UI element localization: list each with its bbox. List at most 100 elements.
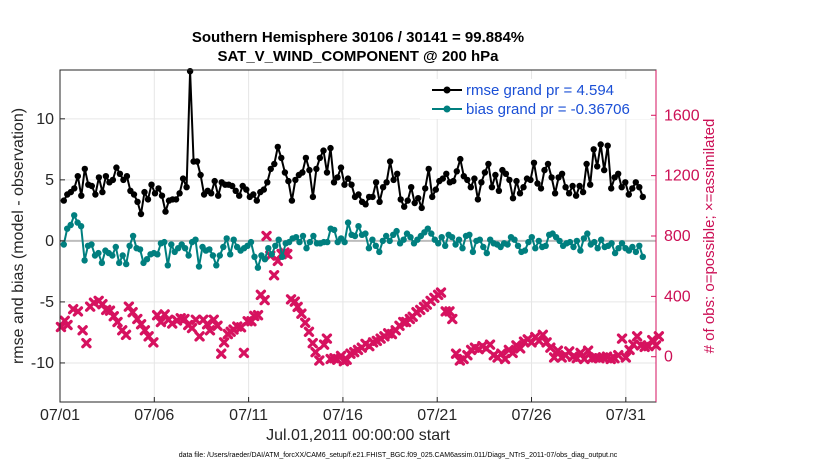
rmse-point: [604, 142, 611, 149]
obs-marker-stroke: [631, 331, 643, 342]
rmse-point: [193, 158, 201, 165]
rmse-point: [260, 186, 267, 193]
rmse-point: [520, 184, 527, 191]
bias-point: [594, 245, 601, 252]
bias-point: [324, 238, 331, 246]
bias-point: [351, 232, 359, 240]
obs-assimilated-marker: [151, 310, 163, 321]
rmse-point: [467, 184, 474, 191]
obs-marker-stroke: [190, 314, 201, 325]
obs-marker-stroke: [303, 326, 315, 338]
bias-point: [220, 243, 227, 251]
rmse-point: [334, 174, 341, 181]
obs-assimilated-marker: [194, 331, 205, 342]
obs-assimilated-marker: [548, 352, 560, 363]
rmse-point: [99, 188, 106, 196]
bias-point: [119, 252, 126, 259]
legend: rmse grand pr = 4.594 bias grand pr = -0…: [420, 79, 650, 119]
bias-point: [428, 230, 435, 237]
obs-assimilated-marker: [575, 347, 586, 359]
bias-point: [275, 236, 282, 243]
bias-point: [95, 249, 102, 257]
rmse-point: [208, 190, 215, 197]
obs-marker-stroke: [628, 339, 639, 350]
rmse-point: [250, 191, 257, 198]
bias-point: [459, 245, 466, 252]
obs-marker-stroke: [132, 313, 143, 325]
bias-point: [164, 262, 171, 269]
bias-point: [67, 221, 74, 229]
obs-assimilated-marker: [620, 352, 632, 363]
rmse-point: [394, 170, 401, 177]
obs-marker-stroke: [135, 319, 147, 330]
rmse-point: [299, 169, 306, 176]
bias-point: [254, 264, 262, 271]
bias-point: [168, 241, 175, 248]
obs-assimilated-marker: [447, 313, 458, 325]
obs-marker-stroke: [179, 313, 190, 325]
rmse-point: [485, 160, 492, 168]
x-tick-label: 07/01: [40, 407, 80, 424]
bias-point: [504, 241, 511, 248]
obs-marker-stroke: [72, 306, 84, 317]
bias-point: [407, 234, 414, 241]
rmse-point: [148, 181, 155, 188]
rmse-point: [362, 201, 369, 208]
rmse-point: [288, 197, 296, 204]
obs-assimilated-marker: [310, 347, 321, 358]
y-right-tick-label: 800: [664, 228, 691, 245]
obs-assimilated-marker: [261, 230, 272, 242]
rmse-point: [348, 181, 355, 188]
rmse-point: [530, 159, 538, 166]
obs-marker-stroke: [643, 340, 654, 352]
rmse-point: [285, 177, 292, 185]
obs-assimilated-marker: [186, 322, 198, 334]
obs-assimilated-marker: [179, 313, 190, 325]
legend-rmse-label: rmse grand pr = 4.594: [466, 82, 614, 99]
obs-marker-stroke: [255, 289, 267, 301]
rmse-point: [397, 196, 404, 203]
bias-point: [483, 249, 490, 257]
rmse-point: [583, 160, 590, 168]
rmse-point: [408, 184, 415, 191]
rmse-point: [562, 184, 569, 191]
bias-point: [632, 248, 640, 256]
bias-point: [608, 240, 615, 247]
rmse-point: [141, 188, 148, 196]
obs-assimilated-marker: [296, 308, 307, 319]
bias-point: [521, 247, 529, 254]
rmse-point: [492, 171, 499, 179]
rmse-point: [281, 169, 289, 176]
obs-assimilated-marker: [77, 325, 88, 336]
bias-point: [227, 251, 234, 258]
obs-marker-stroke: [81, 337, 92, 349]
rmse-point: [271, 160, 278, 168]
legend-rmse-marker: [443, 86, 451, 94]
rmse-point: [527, 176, 534, 184]
obs-marker-stroke: [575, 347, 586, 359]
rmse-point: [162, 208, 169, 215]
obs-assimilated-marker: [155, 316, 167, 328]
obs-assimilated-marker: [579, 353, 590, 365]
x-tick-label: 07/11: [229, 407, 268, 424]
rmse-point: [369, 193, 376, 201]
obs-marker-stroke: [151, 310, 163, 321]
y-tick-label: -5: [40, 294, 54, 311]
obs-assimilated-marker: [552, 345, 564, 356]
bias-point: [123, 260, 130, 268]
obs-assimilated-marker: [289, 296, 301, 307]
obs-assimilated-marker: [537, 329, 549, 341]
bias-point: [528, 234, 535, 241]
obs-marker-stroke: [292, 301, 303, 313]
obs-assimilated-marker: [341, 354, 352, 365]
bias-point: [598, 236, 605, 243]
rmse-point: [123, 173, 131, 180]
rmse-point: [544, 160, 552, 168]
rmse-point: [158, 192, 166, 199]
rmse-point: [243, 186, 250, 193]
rmse-point: [151, 190, 159, 197]
obs-assimilated-marker: [515, 343, 526, 354]
rmse-point: [457, 155, 464, 163]
obs-assimilated-marker: [120, 329, 132, 341]
